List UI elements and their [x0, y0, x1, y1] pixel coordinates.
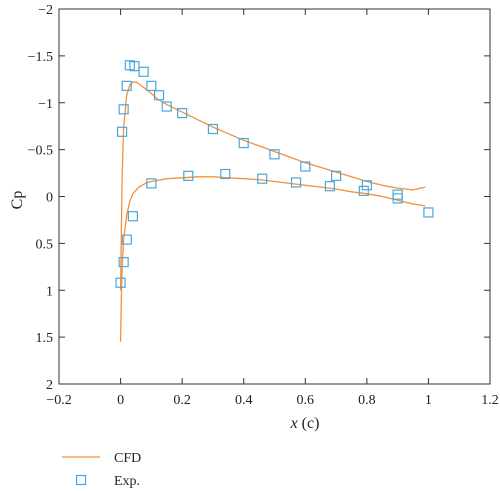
exp-data-point: [423, 207, 434, 218]
y-tick-label: 0.5: [36, 237, 54, 252]
legend-label: Exp.: [114, 474, 140, 489]
exp-data-point: [220, 168, 231, 180]
x-tick-label: 0.6: [297, 393, 315, 408]
exp-data-point: [121, 80, 132, 91]
exp-data-point: [324, 181, 336, 192]
cfd-series-line-0: [119, 81, 426, 291]
exp-data-point: [177, 107, 188, 119]
x-axis-label-var: x: [290, 415, 298, 432]
exp-data-point: [129, 61, 140, 72]
legend-exp-swatch: [75, 474, 87, 486]
exp-data-point: [358, 185, 369, 196]
exp-data-point: [161, 101, 172, 112]
exp-data-point: [118, 104, 129, 115]
y-axis-label: Cp: [9, 191, 26, 210]
y-tick-label: −1: [38, 97, 53, 112]
exp-data-point: [153, 90, 165, 101]
exp-data-point: [392, 189, 403, 200]
legend: CFD Exp.: [62, 451, 141, 489]
exp-data-point: [330, 170, 342, 181]
y-axis-ticks: −2 −1.5 −1 −0.5 0 0.5 1 1.5 2: [28, 3, 490, 393]
exp-data-point: [115, 277, 126, 288]
y-tick-label: 1: [46, 284, 53, 299]
x-axis-label: x (c): [290, 415, 320, 432]
legend-label: CFD: [114, 451, 141, 466]
exp-data-point: [146, 178, 157, 189]
y-tick-label: −2: [38, 3, 53, 18]
exp-data-point: [117, 126, 128, 137]
x-tick-label: 0.8: [358, 393, 376, 408]
x-axis-label-unit: (c): [302, 415, 320, 432]
x-tick-label: −0.2: [46, 393, 71, 408]
exp-data-point: [361, 180, 372, 191]
x-tick-label: 0.2: [173, 393, 191, 408]
exp-data-point: [207, 123, 219, 135]
y-tick-label: 0: [46, 191, 53, 206]
exp-data-point: [138, 66, 149, 77]
plot-border: [58, 8, 491, 385]
y-tick-label: 1.5: [36, 331, 54, 346]
exp-data-point: [127, 211, 138, 222]
cfd-series-line-1: [119, 176, 426, 342]
x-axis-ticks: −0.2 0 0.2 0.4 0.6 0.8 1 1.2: [46, 9, 499, 408]
y-tick-label: −1.5: [28, 50, 53, 65]
exp-data-point: [146, 80, 157, 91]
y-tick-label: −0.5: [28, 144, 53, 159]
x-tick-label: 1.2: [481, 393, 499, 408]
exp-data-point: [183, 170, 194, 181]
series-layer: [115, 60, 434, 342]
x-tick-label: 1: [425, 393, 432, 408]
y-tick-label: 2: [46, 378, 53, 393]
exp-data-point: [257, 173, 268, 184]
exp-data-point: [118, 257, 129, 268]
x-tick-label: 0.4: [235, 393, 253, 408]
plot-frame: [58, 8, 491, 385]
exp-data-point: [269, 149, 280, 160]
exp-data-point: [121, 234, 132, 245]
exp-data-point: [392, 193, 403, 204]
exp-data-point: [238, 137, 249, 149]
exp-data-point: [290, 177, 302, 188]
exp-data-point: [300, 161, 311, 172]
x-tick-label: 0: [117, 393, 124, 408]
